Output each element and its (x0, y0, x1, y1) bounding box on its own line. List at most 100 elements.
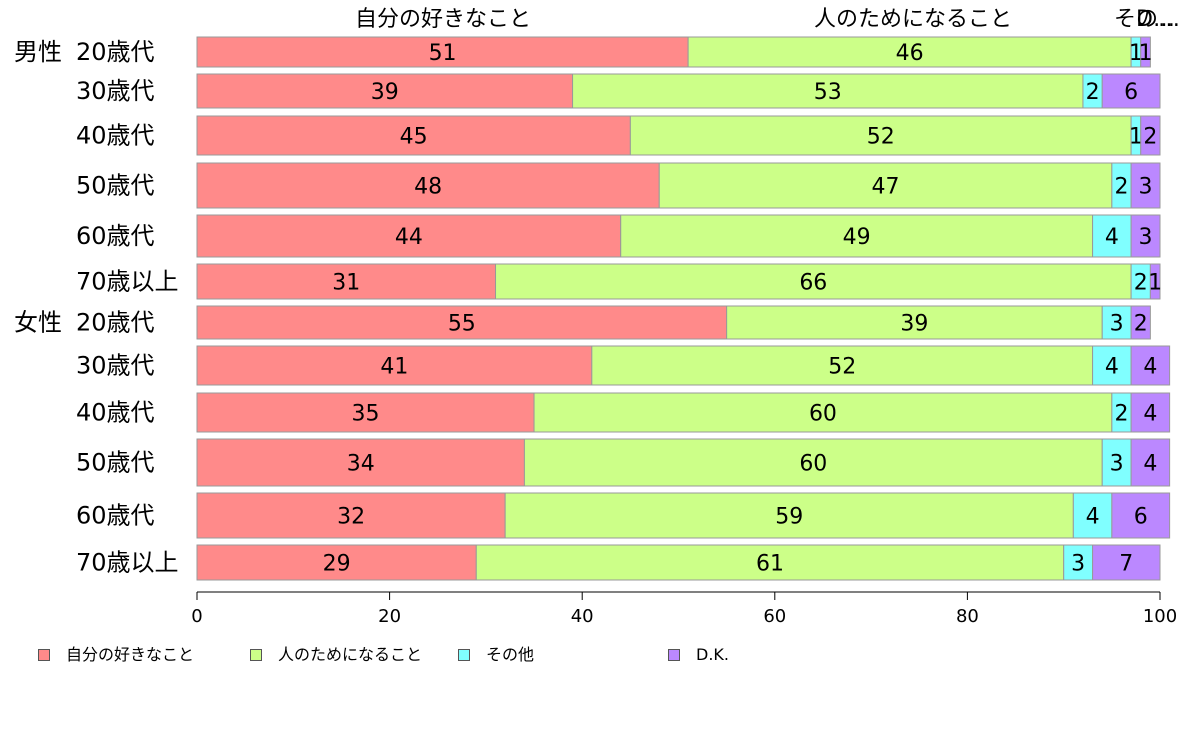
legend-label-series-2: 人のためになること (278, 645, 423, 664)
row-label: 40歳代 (76, 399, 155, 427)
row-label: 70歳以上 (76, 268, 179, 296)
data-label: 4 (1143, 402, 1157, 427)
bar-segment (591, 345, 1094, 386)
bar-segment (629, 115, 1132, 156)
legend-item-series-4: D.K. (668, 645, 729, 665)
row-label: 20歳代 (76, 38, 155, 66)
data-label: 55 (448, 312, 476, 337)
legend-label-series-4: D.K. (696, 645, 729, 664)
bar-segment (1130, 162, 1161, 209)
row-label: 60歳代 (76, 502, 155, 530)
row-label: 30歳代 (76, 77, 155, 105)
data-label: 46 (896, 41, 924, 66)
x-tick-label: 60 (763, 606, 786, 627)
data-label: 44 (395, 225, 423, 250)
bar-segment (687, 36, 1132, 68)
data-label: 31 (332, 271, 360, 296)
group-label: 女性 (14, 309, 62, 337)
x-tick-label: 80 (956, 606, 979, 627)
bar-segment (196, 73, 574, 109)
bar-segment (504, 492, 1074, 539)
data-label: 45 (400, 125, 428, 150)
data-label: 39 (900, 312, 928, 337)
data-label: 3 (1071, 552, 1085, 577)
data-label: 41 (380, 355, 408, 380)
data-label: 4 (1086, 505, 1100, 530)
row-label: 40歳代 (76, 122, 155, 150)
bar-segment (1101, 305, 1132, 340)
data-label: 6 (1124, 80, 1138, 105)
bar-segment (1130, 305, 1151, 340)
bar-segment (196, 544, 477, 581)
bar-segment (495, 263, 1132, 300)
data-label: 49 (843, 225, 871, 250)
bar-segment (1130, 392, 1171, 433)
data-label: 48 (414, 175, 442, 200)
bar-segment (658, 162, 1113, 209)
data-label: 3 (1139, 225, 1153, 250)
bar-segment (196, 36, 689, 68)
bar-segment (572, 73, 1084, 109)
data-label: 2 (1114, 402, 1128, 427)
data-label: 2 (1134, 312, 1148, 337)
row-label: 20歳代 (76, 309, 155, 337)
data-label: 4 (1105, 225, 1119, 250)
data-label: 51 (429, 41, 457, 66)
bar-segment (1149, 263, 1161, 300)
bar-segment (620, 214, 1094, 258)
bar-segment (1140, 115, 1161, 156)
data-label: 34 (347, 452, 375, 477)
bar-segment (1092, 214, 1132, 258)
data-label: 47 (872, 175, 900, 200)
data-label: 61 (756, 552, 784, 577)
bar-segment (196, 263, 497, 300)
data-label: 3 (1110, 312, 1124, 337)
bar-segment (196, 438, 525, 487)
data-label: 32 (337, 505, 365, 530)
data-label: 59 (775, 505, 803, 530)
x-tick-label: 0 (191, 606, 202, 627)
bar-segment (196, 162, 660, 209)
bar-segment (196, 115, 631, 156)
row-label: 60歳代 (76, 222, 155, 250)
data-label: 35 (352, 402, 380, 427)
bar-segment (726, 305, 1103, 340)
bar-segment (1072, 492, 1113, 539)
bar-segment (196, 345, 593, 386)
x-tick-label: 20 (378, 606, 401, 627)
data-label: 60 (799, 452, 827, 477)
top-series-label: 人のためになること (814, 7, 1012, 32)
bar-segment (475, 544, 1065, 581)
bar-segment (1092, 544, 1161, 581)
bar-segment (1140, 36, 1151, 68)
legend-swatch-series-4 (668, 649, 680, 661)
bar-segment (1101, 438, 1132, 487)
group-label: 男性 (14, 38, 62, 66)
row-label: 30歳代 (76, 352, 155, 380)
data-label: 1 (1129, 41, 1143, 66)
data-label: 52 (828, 355, 856, 380)
data-label: 2 (1143, 125, 1157, 150)
legend-swatch-series-3 (458, 649, 470, 661)
x-tick-label: 100 (1143, 606, 1177, 627)
x-tick-label: 40 (571, 606, 594, 627)
legend-swatch-series-2 (250, 649, 262, 661)
legend-label-series-3: その他 (486, 645, 535, 664)
row-label: 50歳代 (76, 449, 155, 477)
bar-segment (1130, 438, 1171, 487)
data-label: 3 (1110, 452, 1124, 477)
legend-swatch-series-1 (38, 649, 50, 661)
data-label: 52 (867, 125, 895, 150)
data-label: 4 (1143, 355, 1157, 380)
bar-segment (1101, 73, 1161, 109)
bar-segment (1130, 345, 1171, 386)
data-label: 60 (809, 402, 837, 427)
data-label: 4 (1143, 452, 1157, 477)
legend-item-series-1: 自分の好きなこと (38, 645, 194, 665)
data-label: 2 (1134, 271, 1148, 296)
bar-segment (1111, 492, 1171, 539)
data-label: 1 (1129, 125, 1143, 150)
data-label: 3 (1139, 175, 1153, 200)
data-label: 66 (799, 271, 827, 296)
